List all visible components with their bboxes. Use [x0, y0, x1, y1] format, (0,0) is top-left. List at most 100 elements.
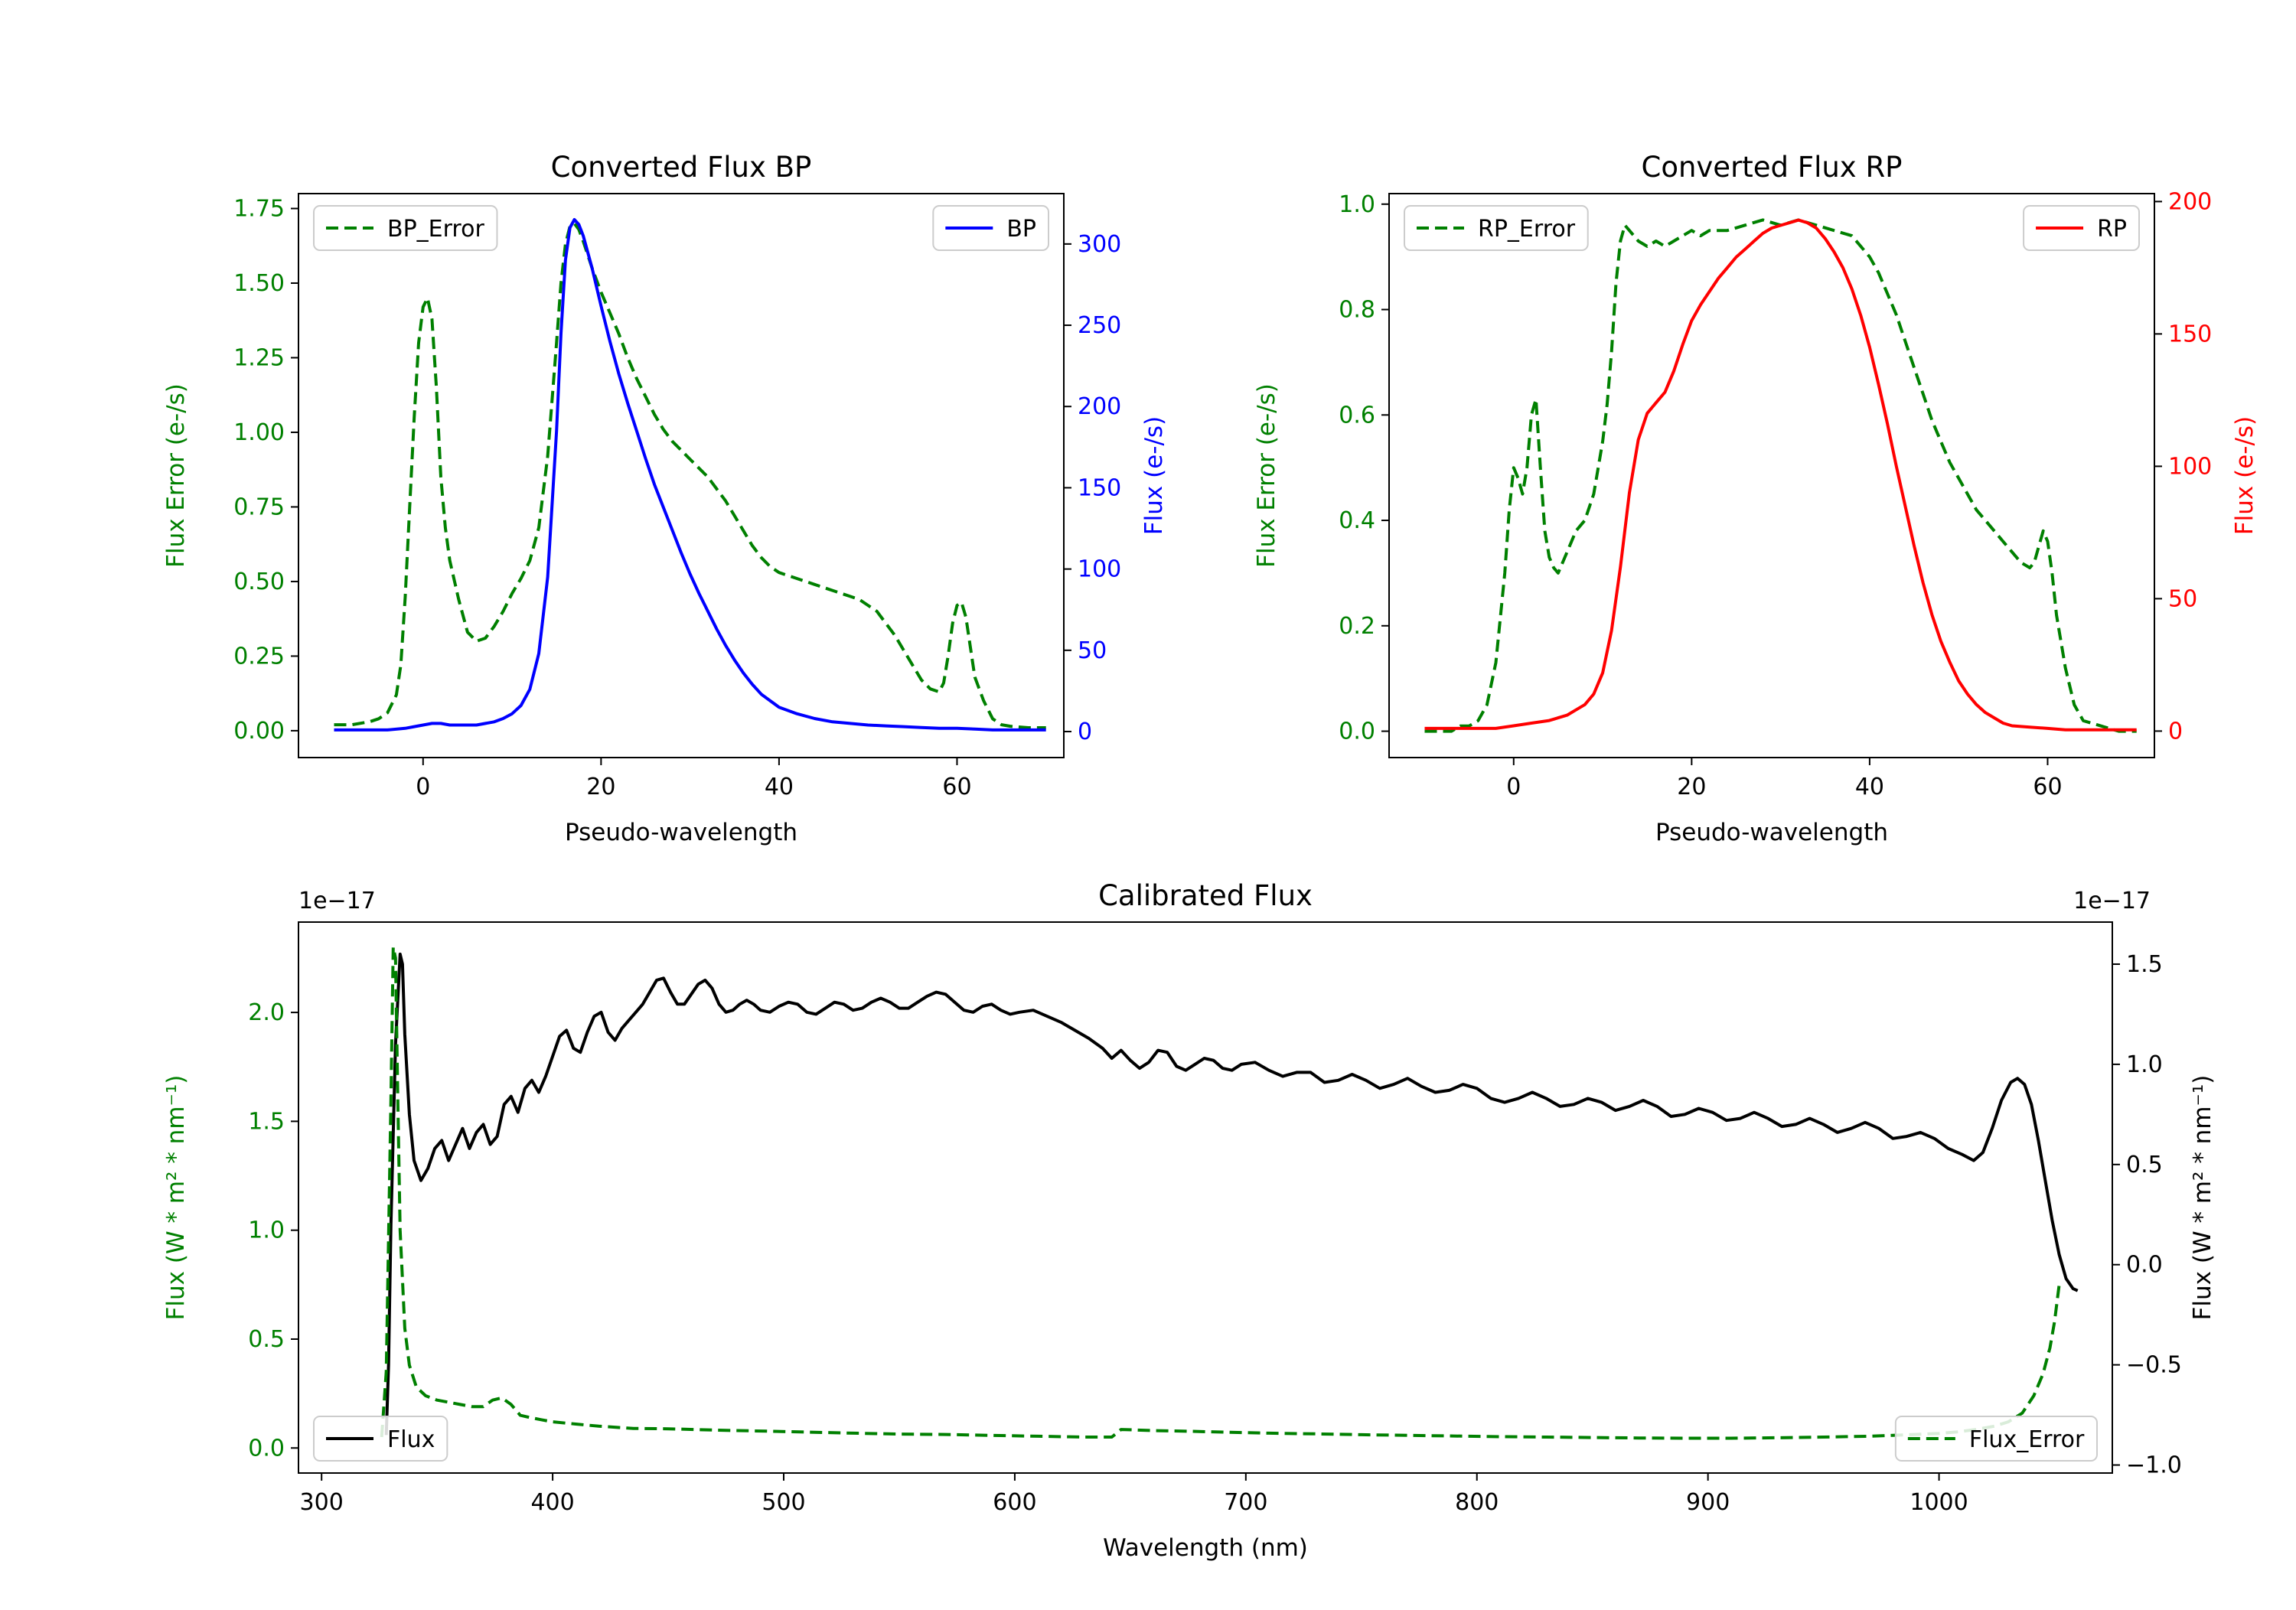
legend-label: RP_Error [1478, 216, 1576, 243]
right-offset-text: 1e−17 [2073, 888, 2151, 914]
left-tick-label: 1.00 [233, 419, 285, 446]
left-ticks: 0.0 0.5 1.0 1.5 2.0 [248, 999, 298, 1462]
x-tick-label: 600 [993, 1489, 1036, 1516]
x-tick-label: 0 [416, 774, 430, 800]
right-tick-label: 0.5 [2126, 1152, 2163, 1178]
right-ticks: 0 50 100 150 200 250 300 [1064, 231, 1121, 745]
legend-label: Flux [387, 1426, 435, 1453]
legend-box [1894, 1416, 2098, 1462]
x-tick-label: 20 [586, 774, 615, 800]
right-tick-label: −1.0 [2126, 1452, 2182, 1479]
right-tick-label: 200 [1078, 393, 1121, 420]
right-tick-label: −0.5 [2126, 1352, 2182, 1379]
series-RP_Error [1424, 218, 2137, 733]
x-tick-label: 800 [1455, 1489, 1499, 1516]
x-tick-label: 60 [942, 774, 971, 800]
legend-BP: BP [932, 205, 1049, 251]
series-RP [1424, 218, 2137, 732]
legend-label: BP_Error [387, 216, 484, 243]
series-Flux_Error [380, 945, 2061, 1440]
x-ticks: 0 20 40 60 [1506, 758, 2063, 800]
left-tick-label: 1.50 [233, 270, 285, 297]
x-ticks: 300 400 500 600 700 800 900 1000 [300, 1473, 1968, 1516]
axes-spines [298, 921, 2113, 1474]
right-tick-label: 200 [2168, 188, 2212, 215]
legend-RP_Error: RP_Error [1404, 205, 1589, 251]
x-tick-label: 500 [762, 1489, 805, 1516]
legend-BP_Error: BP_Error [313, 205, 498, 251]
right-axis-label: Flux (e-/s) [2231, 416, 2258, 535]
right-tick-label: 1.0 [2126, 1051, 2163, 1078]
x-tick-label: 1000 [1910, 1489, 1968, 1516]
left-tick-label: 0.00 [233, 718, 285, 745]
right-tick-label: 250 [1078, 312, 1121, 339]
plot-area [334, 218, 1046, 732]
right-tick-label: 0 [1078, 719, 1092, 745]
legend-label: BP [1006, 216, 1036, 243]
left-tick-label: 0.2 [1339, 613, 1375, 640]
left-tick-label: 0.8 [1339, 297, 1375, 324]
x-tick-label: 400 [530, 1489, 574, 1516]
left-tick-label: 0.0 [1339, 719, 1375, 745]
series-BP_Error [334, 222, 1046, 729]
chart-title: Calibrated Flux [1098, 879, 1313, 912]
legend-label: Flux_Error [1969, 1426, 2085, 1453]
x-tick-label: 300 [300, 1489, 344, 1516]
chart-converted-flux-bp: 0 20 40 600.000.250.500.751.001.251.501.750… [162, 151, 1168, 846]
legend-box [313, 1416, 448, 1462]
right-tick-label: 1.5 [2126, 951, 2163, 978]
right-tick-label: 100 [2168, 453, 2212, 480]
legend-box [1404, 205, 1589, 251]
x-axis-label: Pseudo-wavelength [565, 819, 797, 846]
left-axis-label: Flux (W * m² * nm⁻¹) [162, 1075, 190, 1321]
x-ticks: 0 20 40 60 [416, 758, 972, 800]
plot-area [380, 945, 2079, 1440]
left-axis-label: Flux Error (e-/s) [1253, 383, 1280, 568]
left-tick-label: 2.0 [248, 999, 285, 1026]
right-tick-label: 150 [2168, 321, 2212, 347]
right-tick-label: 50 [1078, 637, 1107, 664]
right-tick-label: 300 [1078, 231, 1121, 258]
left-tick-label: 0.5 [248, 1326, 285, 1353]
chart-converted-flux-rp: 0 20 40 60 0.0 0.2 0.4 0.6 0.8 1.0 0 50 100 150 200 Con… [1253, 151, 2258, 846]
right-tick-label: 150 [1078, 474, 1121, 501]
x-tick-label: 900 [1686, 1489, 1730, 1516]
right-tick-label: 50 [2168, 585, 2197, 612]
chart-calibrated-flux: 300 400 500 600 700 800 900 1000 0.0 0.5 1.0 1.5 2.0… [162, 879, 2216, 1562]
right-tick-label: 0.0 [2126, 1252, 2163, 1279]
left-tick-label: 1.0 [248, 1217, 285, 1244]
x-tick-label: 40 [1855, 774, 1884, 800]
left-tick-label: 0.0 [248, 1435, 285, 1462]
legend-Flux: Flux [313, 1416, 448, 1462]
x-tick-label: 60 [2033, 774, 2062, 800]
left-offset-text: 1e−17 [298, 888, 376, 914]
left-tick-label: 1.25 [233, 344, 285, 371]
left-tick-label: 0.25 [233, 643, 285, 670]
axes-spines [1388, 193, 2155, 758]
right-axis-label: Flux (e-/s) [1140, 416, 1168, 535]
left-axis-label: Flux Error (e-/s) [162, 383, 190, 568]
left-tick-label: 0.75 [233, 494, 285, 520]
x-axis-label: Pseudo-wavelength [1655, 819, 1888, 846]
legend-label: RP [2097, 216, 2127, 243]
chart-title: Converted Flux BP [551, 151, 812, 184]
left-ticks: 0.00 0.25 0.50 0.75 1.00 1.25 1.50 1.75 [233, 195, 298, 745]
legend-RP: RP [2023, 205, 2140, 251]
left-tick-label: 1.75 [233, 195, 285, 222]
left-ticks: 0.0 0.2 0.4 0.6 0.8 1.0 [1339, 191, 1389, 745]
x-axis-label: Wavelength (nm) [1103, 1534, 1308, 1562]
left-tick-label: 1.0 [1339, 191, 1375, 218]
right-ticks: −1.0 −0.5 0.0 0.5 1.0 1.5 [2112, 951, 2182, 1479]
right-axis-label: Flux (W * m² * nm⁻¹) [2189, 1075, 2216, 1321]
chart-title: Converted Flux RP [1641, 151, 1902, 184]
left-tick-label: 0.4 [1339, 507, 1375, 534]
series-BP [334, 218, 1046, 732]
x-tick-label: 0 [1506, 774, 1521, 800]
legend-box [313, 205, 498, 251]
left-tick-label: 1.5 [248, 1108, 285, 1135]
x-tick-label: 700 [1224, 1489, 1267, 1516]
right-ticks: 0 50 100 150 200 [2154, 188, 2212, 745]
right-tick-label: 100 [1078, 556, 1121, 583]
